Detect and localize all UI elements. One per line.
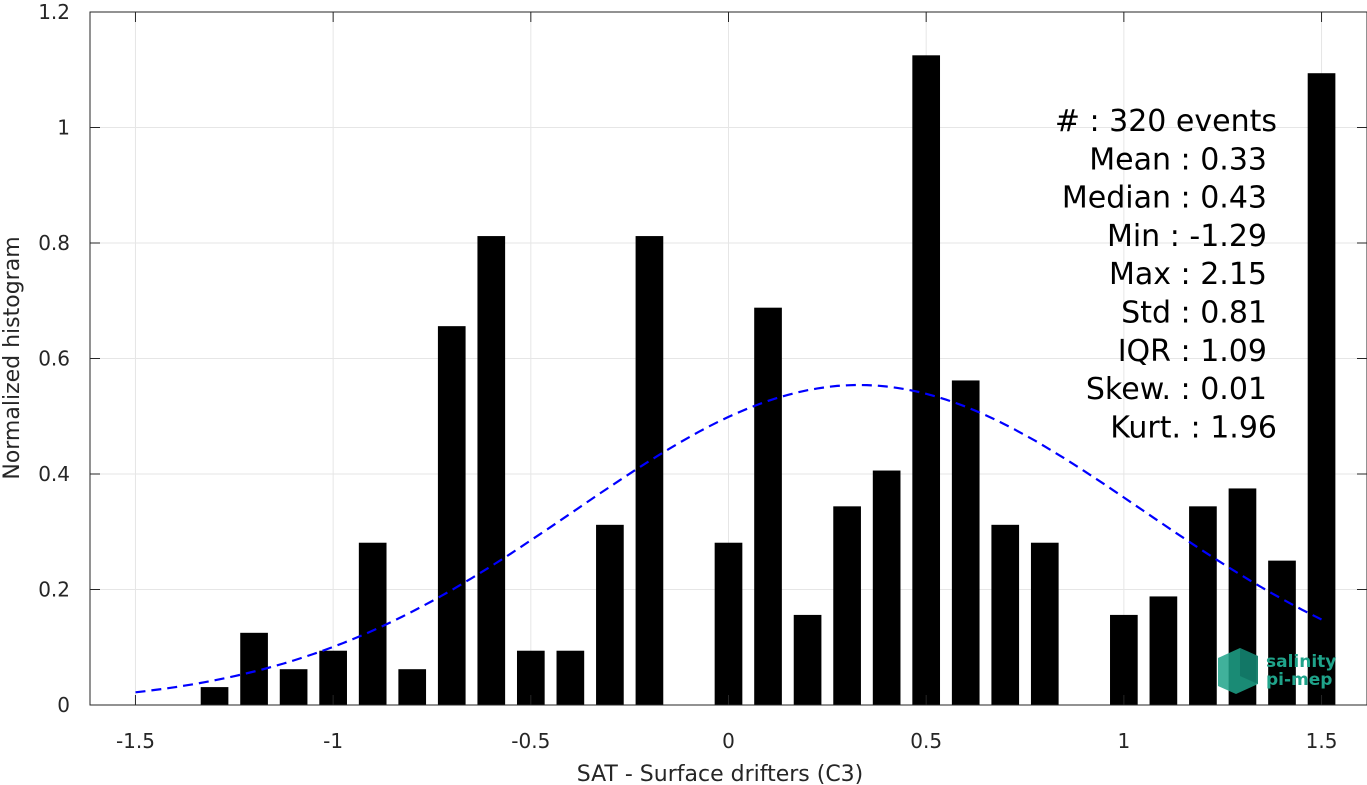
y-tick-label: 0.2 bbox=[38, 578, 70, 602]
x-tick-label: 1.5 bbox=[1306, 729, 1338, 753]
histogram-bar bbox=[833, 506, 861, 705]
histogram-bar bbox=[1307, 73, 1336, 706]
stats-line: # : 320 events bbox=[1055, 104, 1277, 139]
histogram-bar bbox=[398, 669, 427, 705]
y-tick-label: 0 bbox=[57, 693, 70, 717]
stats-line: Skew. : 0.01 bbox=[1086, 372, 1267, 407]
histogram-bar bbox=[358, 542, 387, 705]
histogram-bar bbox=[872, 470, 901, 705]
y-tick-label: 0.6 bbox=[38, 347, 70, 371]
histogram-bar bbox=[437, 326, 466, 705]
stats-line: Mean : 0.33 bbox=[1089, 142, 1267, 177]
stats-line: Kurt. : 1.96 bbox=[1110, 410, 1277, 445]
histogram-bar bbox=[714, 542, 743, 705]
histogram-bar bbox=[477, 236, 506, 705]
histogram-bar bbox=[912, 55, 941, 705]
x-tick-label: 0.5 bbox=[910, 729, 942, 753]
histogram-bar bbox=[596, 524, 624, 705]
axes-frame bbox=[89, 11, 1367, 706]
logo-line-2: pi-mep bbox=[1266, 670, 1332, 690]
histogram-bar bbox=[279, 669, 308, 705]
y-tick-label: 1.2 bbox=[38, 0, 70, 24]
x-tick-label: -1 bbox=[323, 729, 343, 753]
x-tick-label: 1 bbox=[1117, 729, 1130, 753]
x-tick-label: -1.5 bbox=[116, 729, 155, 753]
stats-line: Max : 2.15 bbox=[1109, 257, 1267, 292]
y-tick-label: 0.4 bbox=[38, 462, 70, 486]
y-tick-label: 1 bbox=[57, 116, 70, 140]
stats-line: IQR : 1.09 bbox=[1118, 334, 1267, 369]
histogram-bars bbox=[200, 55, 1336, 706]
histogram-bar bbox=[1030, 542, 1059, 705]
histogram-bar bbox=[556, 650, 585, 705]
y-tick-label: 0.8 bbox=[38, 231, 70, 255]
logo-mark-shade-icon bbox=[1240, 648, 1258, 684]
y-axis-label: Normalized histogram bbox=[0, 236, 25, 479]
x-axis-label: SAT - Surface drifters (C3) bbox=[577, 762, 864, 785]
histogram-bar bbox=[991, 524, 1020, 705]
stats-line: Min : -1.29 bbox=[1107, 219, 1267, 254]
stats-line: Std : 0.81 bbox=[1121, 296, 1267, 331]
y-tick-labels: 0 0.2 0.4 0.6 0.8 1 1.2 bbox=[38, 0, 70, 717]
x-tick-label: 0 bbox=[722, 729, 735, 753]
x-tick-label: -0.5 bbox=[511, 729, 550, 753]
x-tick-labels: -1.5 -1 -0.5 0 0.5 1 1.5 bbox=[116, 729, 1337, 753]
histogram-bar bbox=[951, 380, 980, 705]
histogram-bar bbox=[1268, 560, 1296, 705]
stats-line: Median : 0.43 bbox=[1062, 181, 1267, 216]
histogram-bar bbox=[200, 687, 229, 705]
histogram-bar bbox=[1189, 506, 1217, 705]
logo-line-1: salinity bbox=[1266, 652, 1336, 672]
histogram-bar bbox=[754, 307, 782, 705]
histogram-bar bbox=[1149, 596, 1178, 705]
normal-fit-curve bbox=[135, 383, 1322, 694]
histogram-bar bbox=[1110, 614, 1138, 705]
histogram-bar bbox=[793, 614, 822, 705]
salinity-pimep-logo: salinity pi-mep bbox=[1218, 648, 1336, 694]
histogram-bar bbox=[635, 236, 664, 705]
